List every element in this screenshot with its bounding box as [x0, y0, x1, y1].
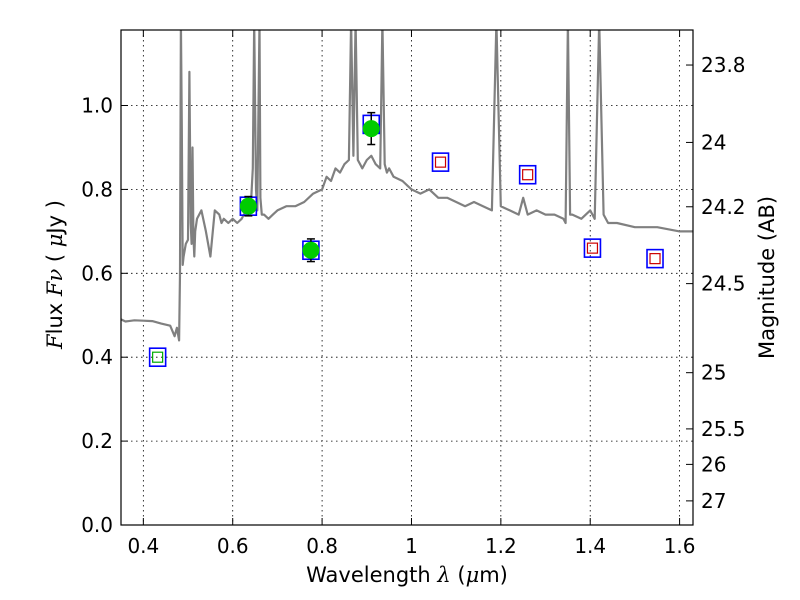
- x-axis-label: Wavelength λ (μm): [306, 563, 508, 587]
- upper-limit-marker: [434, 156, 447, 168]
- grid: [121, 30, 693, 525]
- faint-detection-marker: [152, 351, 164, 363]
- y2-tick-label: 23.8: [701, 53, 746, 77]
- observed-photometry-point: [362, 120, 380, 138]
- model-photometry-marker: [518, 164, 537, 185]
- x-tick-label: 1.6: [664, 534, 696, 558]
- x-tick-label: 0.4: [127, 534, 159, 558]
- x-tick-label: 1: [405, 534, 418, 558]
- model-photometry-marker: [583, 238, 602, 258]
- y2-tick-label: 24: [701, 130, 726, 154]
- y-tick-label: 1.0: [81, 94, 113, 118]
- y-tick-label: 0.8: [81, 177, 113, 201]
- y-tick-label: 0.0: [81, 513, 113, 537]
- observed-photometry-point: [239, 197, 257, 215]
- y2-axis-label: Magnitude (AB): [755, 196, 779, 359]
- observed-photometry-point: [302, 241, 320, 259]
- plot-area: [121, 30, 693, 368]
- model-spectrum-line: [121, 30, 693, 342]
- upper-limit-marker: [649, 253, 661, 265]
- y2-tick-label: 27: [701, 489, 726, 513]
- y-tick-label: 0.6: [81, 261, 113, 285]
- model-photometry-marker: [148, 347, 167, 368]
- model-photometry-marker: [431, 152, 450, 172]
- x-tick-label: 1.2: [485, 534, 517, 558]
- x-tick-label: 0.8: [306, 534, 338, 558]
- y-axis-label: Flux Fν ( μJy ): [43, 200, 67, 350]
- model-photometry-marker: [646, 248, 664, 269]
- y-tick-label: 0.2: [81, 429, 113, 453]
- upper-limit-marker: [522, 169, 534, 181]
- y2-tick-label: 24.2: [701, 195, 746, 219]
- y2-tick-label: 24.5: [701, 272, 746, 296]
- x-tick-label: 0.6: [217, 534, 249, 558]
- axes-frame: [120, 29, 694, 526]
- y-tick-label: 0.4: [81, 345, 113, 369]
- upper-limit-marker: [586, 242, 599, 254]
- y2-tick-label: 25: [701, 361, 726, 385]
- y2-tick-label: 26: [701, 452, 726, 476]
- y2-tick-label: 25.5: [701, 417, 746, 441]
- x-tick-label: 1.4: [574, 534, 606, 558]
- ticks: 0.4 0.6 0.8 1 1.2 1.4 1.6 0.0 0.2 0.4 0.6 0.8 1.0 23.…: [81, 30, 746, 558]
